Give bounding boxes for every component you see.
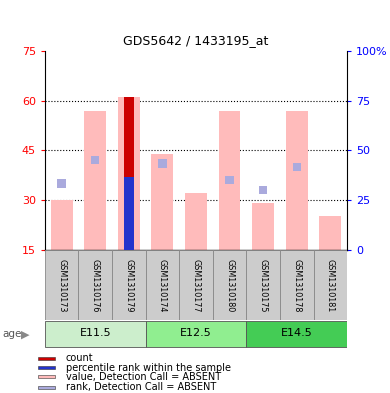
- Bar: [145, 321, 246, 347]
- Bar: [78, 250, 112, 320]
- Bar: [51, 200, 73, 250]
- Bar: [213, 250, 246, 320]
- Bar: [319, 217, 341, 250]
- Bar: [225, 176, 234, 184]
- Bar: [280, 250, 314, 320]
- Bar: [38, 386, 55, 389]
- Text: rank, Detection Call = ABSENT: rank, Detection Call = ABSENT: [66, 382, 216, 392]
- Bar: [246, 250, 280, 320]
- Bar: [286, 111, 308, 250]
- Text: GSM1310179: GSM1310179: [124, 259, 133, 312]
- Text: count: count: [66, 353, 94, 363]
- Bar: [45, 250, 78, 320]
- Bar: [124, 97, 134, 250]
- Bar: [125, 173, 133, 181]
- Bar: [158, 160, 167, 168]
- Text: E12.5: E12.5: [180, 329, 212, 338]
- Text: E14.5: E14.5: [281, 329, 313, 338]
- Bar: [179, 250, 213, 320]
- Bar: [45, 321, 145, 347]
- Bar: [91, 156, 99, 164]
- Bar: [84, 111, 106, 250]
- Bar: [259, 186, 267, 194]
- Bar: [185, 193, 207, 250]
- Bar: [219, 111, 241, 250]
- Title: GDS5642 / 1433195_at: GDS5642 / 1433195_at: [123, 34, 269, 47]
- Text: GSM1310180: GSM1310180: [225, 259, 234, 312]
- Text: percentile rank within the sample: percentile rank within the sample: [66, 362, 231, 373]
- Text: GSM1310173: GSM1310173: [57, 259, 66, 312]
- Bar: [314, 250, 347, 320]
- Text: E11.5: E11.5: [80, 329, 111, 338]
- Bar: [292, 163, 301, 171]
- Bar: [38, 366, 55, 369]
- Bar: [145, 250, 179, 320]
- Text: GSM1310175: GSM1310175: [259, 259, 268, 312]
- Bar: [246, 321, 347, 347]
- Text: GSM1310174: GSM1310174: [158, 259, 167, 312]
- Bar: [151, 154, 173, 250]
- Bar: [118, 97, 140, 250]
- Bar: [38, 375, 55, 378]
- Bar: [124, 177, 134, 250]
- Text: age: age: [2, 329, 21, 340]
- Text: GSM1310178: GSM1310178: [292, 259, 301, 312]
- Bar: [252, 203, 274, 250]
- Text: value, Detection Call = ABSENT: value, Detection Call = ABSENT: [66, 372, 221, 382]
- Text: ▶: ▶: [21, 329, 30, 340]
- Text: GSM1310181: GSM1310181: [326, 259, 335, 312]
- Text: GSM1310177: GSM1310177: [191, 259, 200, 312]
- Bar: [112, 250, 145, 320]
- Bar: [57, 179, 66, 187]
- Bar: [38, 357, 55, 360]
- Text: GSM1310176: GSM1310176: [91, 259, 100, 312]
